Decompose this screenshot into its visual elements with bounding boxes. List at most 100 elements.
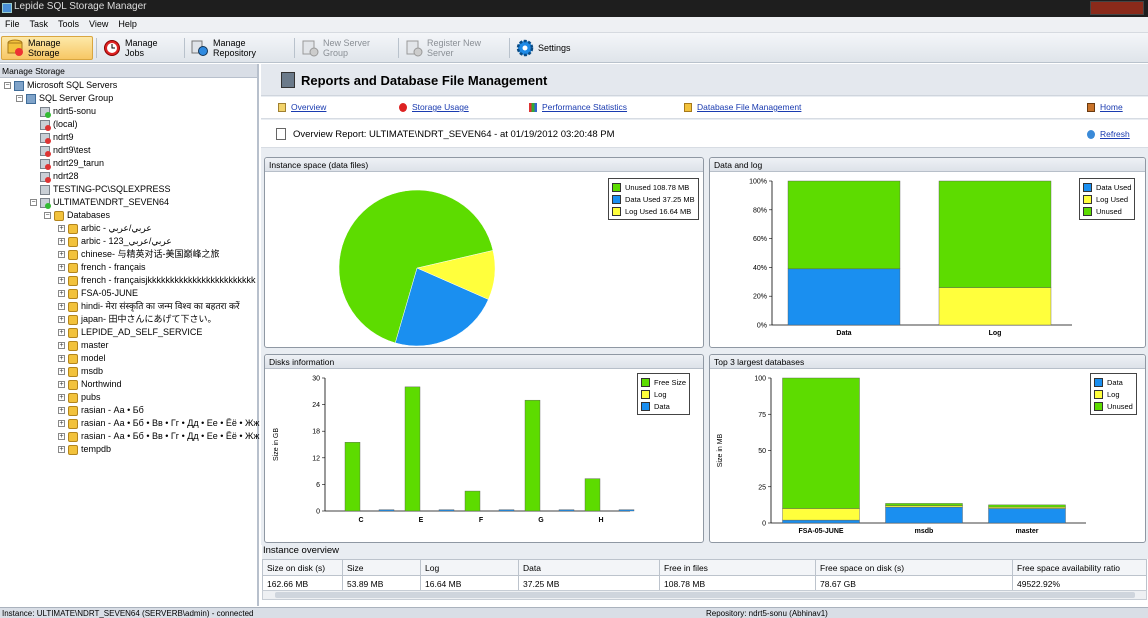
- tree-database[interactable]: + rasian - Аа • Бб • Вв • Гг • Дд • Ее • …: [58, 430, 265, 443]
- col-size-on-disk[interactable]: Size on disk (s): [262, 559, 343, 576]
- tree-root[interactable]: − Microsoft SQL Servers: [4, 79, 117, 92]
- tree-node-label: ULTIMATE\NDRT_SEVEN64: [53, 197, 170, 207]
- bar-unused: [782, 377, 860, 509]
- menu-file[interactable]: File: [5, 19, 20, 29]
- expander-icon[interactable]: +: [58, 381, 65, 388]
- nav-performance-statistics-link[interactable]: Performance Statistics: [529, 102, 627, 112]
- tree-node-label: japan- 田中さんにあげて下さい。: [81, 314, 217, 324]
- tree-databases[interactable]: − Databases: [44, 209, 110, 222]
- y-tick-label: 0: [762, 521, 766, 528]
- report-title: Reports and Database File Management: [301, 73, 548, 88]
- disks-legend: Free Size Log Data: [637, 373, 691, 415]
- expander-icon[interactable]: +: [58, 290, 65, 297]
- tree-database[interactable]: + pubs: [58, 391, 101, 404]
- scrollbar-thumb[interactable]: [275, 592, 1135, 598]
- expander-icon[interactable]: +: [58, 446, 65, 453]
- register-new-server-button[interactable]: Register New Server: [401, 36, 507, 60]
- tree-database[interactable]: + french - français: [58, 261, 146, 274]
- expander-icon[interactable]: +: [58, 264, 65, 271]
- tree-server[interactable]: ndrt9: [30, 131, 74, 144]
- tree-server[interactable]: − ULTIMATE\NDRT_SEVEN64: [30, 196, 169, 209]
- menu-task[interactable]: Task: [29, 19, 49, 29]
- y-tick-label: 100%: [749, 179, 767, 186]
- col-free-space-on-disk[interactable]: Free space on disk (s): [815, 559, 1013, 576]
- legend-swatch: [612, 194, 621, 204]
- expander-icon[interactable]: +: [58, 342, 65, 349]
- refresh-link[interactable]: Refresh: [1087, 129, 1130, 139]
- tree-database[interactable]: + master: [58, 339, 109, 352]
- tree-database[interactable]: + tempdb: [58, 443, 111, 456]
- tree-database[interactable]: + rasian - Аа • Бб: [58, 404, 144, 417]
- manage-storage-button[interactable]: Manage Storage: [1, 36, 93, 60]
- tree-node-label: Databases: [67, 210, 111, 220]
- bar-data: [618, 509, 635, 512]
- col-free-space-ratio[interactable]: Free space availability ratio: [1012, 559, 1147, 576]
- tree-database[interactable]: + hindi- मेरा संस्कृति का जन्म विश्व का ब…: [58, 300, 240, 313]
- tree-database[interactable]: + arbic - 123_عربي/عربي: [58, 235, 172, 248]
- legend-swatch: [1083, 194, 1092, 204]
- expander-icon[interactable]: −: [16, 95, 23, 102]
- nav-database-file-management-link[interactable]: Database File Management: [684, 102, 801, 112]
- col-size[interactable]: Size: [342, 559, 421, 576]
- expander-icon[interactable]: −: [4, 82, 11, 89]
- server-icon: [40, 106, 51, 118]
- horizontal-scrollbar[interactable]: [262, 590, 1147, 600]
- expander-icon[interactable]: +: [58, 368, 65, 375]
- expander-icon[interactable]: +: [58, 225, 65, 232]
- tree-database[interactable]: + japan- 田中さんにあげて下さい。: [58, 313, 217, 326]
- expander-icon[interactable]: +: [58, 433, 65, 440]
- col-data[interactable]: Data: [518, 559, 660, 576]
- nav-home-link[interactable]: Home: [1087, 102, 1123, 112]
- expander-icon[interactable]: +: [58, 329, 65, 336]
- legend-entry: Log Used: [1083, 193, 1131, 205]
- col-log[interactable]: Log: [420, 559, 519, 576]
- tree-server[interactable]: ndrt28: [30, 170, 79, 183]
- database-icon: [68, 301, 78, 312]
- manage-repository-button[interactable]: Manage Repository: [187, 36, 291, 60]
- nav-overview-link[interactable]: Overview: [278, 102, 326, 112]
- expander-icon[interactable]: +: [58, 407, 65, 414]
- manage-jobs-button[interactable]: Manage Jobs: [99, 36, 181, 60]
- data-and-log-legend: Data Used Log Used Unused: [1079, 178, 1136, 220]
- tree-database[interactable]: + model: [58, 352, 106, 365]
- tree-database[interactable]: + arbic - عربي/عربي: [58, 222, 152, 235]
- expander-icon[interactable]: +: [58, 251, 65, 258]
- data-and-log-chart: 0% 20% 40% 60% 80% 100% Data Log: [749, 179, 1072, 337]
- tree-database[interactable]: + msdb: [58, 365, 103, 378]
- expander-icon[interactable]: −: [44, 212, 51, 219]
- menu-help[interactable]: Help: [118, 19, 137, 29]
- tree-server[interactable]: ndrt9\test: [30, 144, 91, 157]
- tree-database[interactable]: + chinese- 与精英对话-美国巅峰之旅: [58, 248, 220, 261]
- tree-database[interactable]: + FSA-05-JUNE: [58, 287, 138, 300]
- database-icon: [68, 249, 78, 260]
- window-controls[interactable]: [1090, 1, 1144, 15]
- tree-server[interactable]: (local): [30, 118, 78, 131]
- expander-icon[interactable]: +: [58, 355, 65, 362]
- expander-icon[interactable]: +: [58, 238, 65, 245]
- database-icon: [68, 418, 78, 429]
- tree-database[interactable]: + french - françaisjkkkkkkkkkkkkkkkkkkkkk…: [58, 274, 256, 287]
- settings-button[interactable]: Settings: [512, 36, 574, 60]
- expander-icon[interactable]: +: [58, 303, 65, 310]
- menu-view[interactable]: View: [89, 19, 109, 29]
- bar-data: [558, 509, 575, 512]
- expander-icon[interactable]: +: [58, 420, 65, 427]
- tree-database[interactable]: + Northwind: [58, 378, 122, 391]
- bar-unused: [787, 180, 901, 270]
- tree-database[interactable]: + LEPIDE_AD_SELF_SERVICE: [58, 326, 202, 339]
- col-free-in-files[interactable]: Free in files: [659, 559, 816, 576]
- title-bar: Lepide SQL Storage Manager: [0, 0, 1148, 17]
- bar-log: [782, 508, 860, 521]
- expander-icon[interactable]: +: [58, 277, 65, 284]
- new-server-group-button[interactable]: New Server Group: [297, 36, 396, 60]
- expander-icon[interactable]: −: [30, 199, 37, 206]
- menu-tools[interactable]: Tools: [58, 19, 80, 29]
- nav-storage-usage-link[interactable]: Storage Usage: [399, 102, 469, 112]
- tree-database[interactable]: + rasian - Аа • Бб • Вв • Гг • Дд • Ее • …: [58, 417, 265, 430]
- tree-server[interactable]: TESTING-PC\SQLEXPRESS: [30, 183, 171, 196]
- tree-server[interactable]: ndrt29_tarun: [30, 157, 104, 170]
- tree-server[interactable]: ndrt5-sonu: [30, 105, 96, 118]
- tree-server-group[interactable]: − SQL Server Group: [16, 92, 113, 105]
- expander-icon[interactable]: +: [58, 394, 65, 401]
- expander-icon[interactable]: +: [58, 316, 65, 323]
